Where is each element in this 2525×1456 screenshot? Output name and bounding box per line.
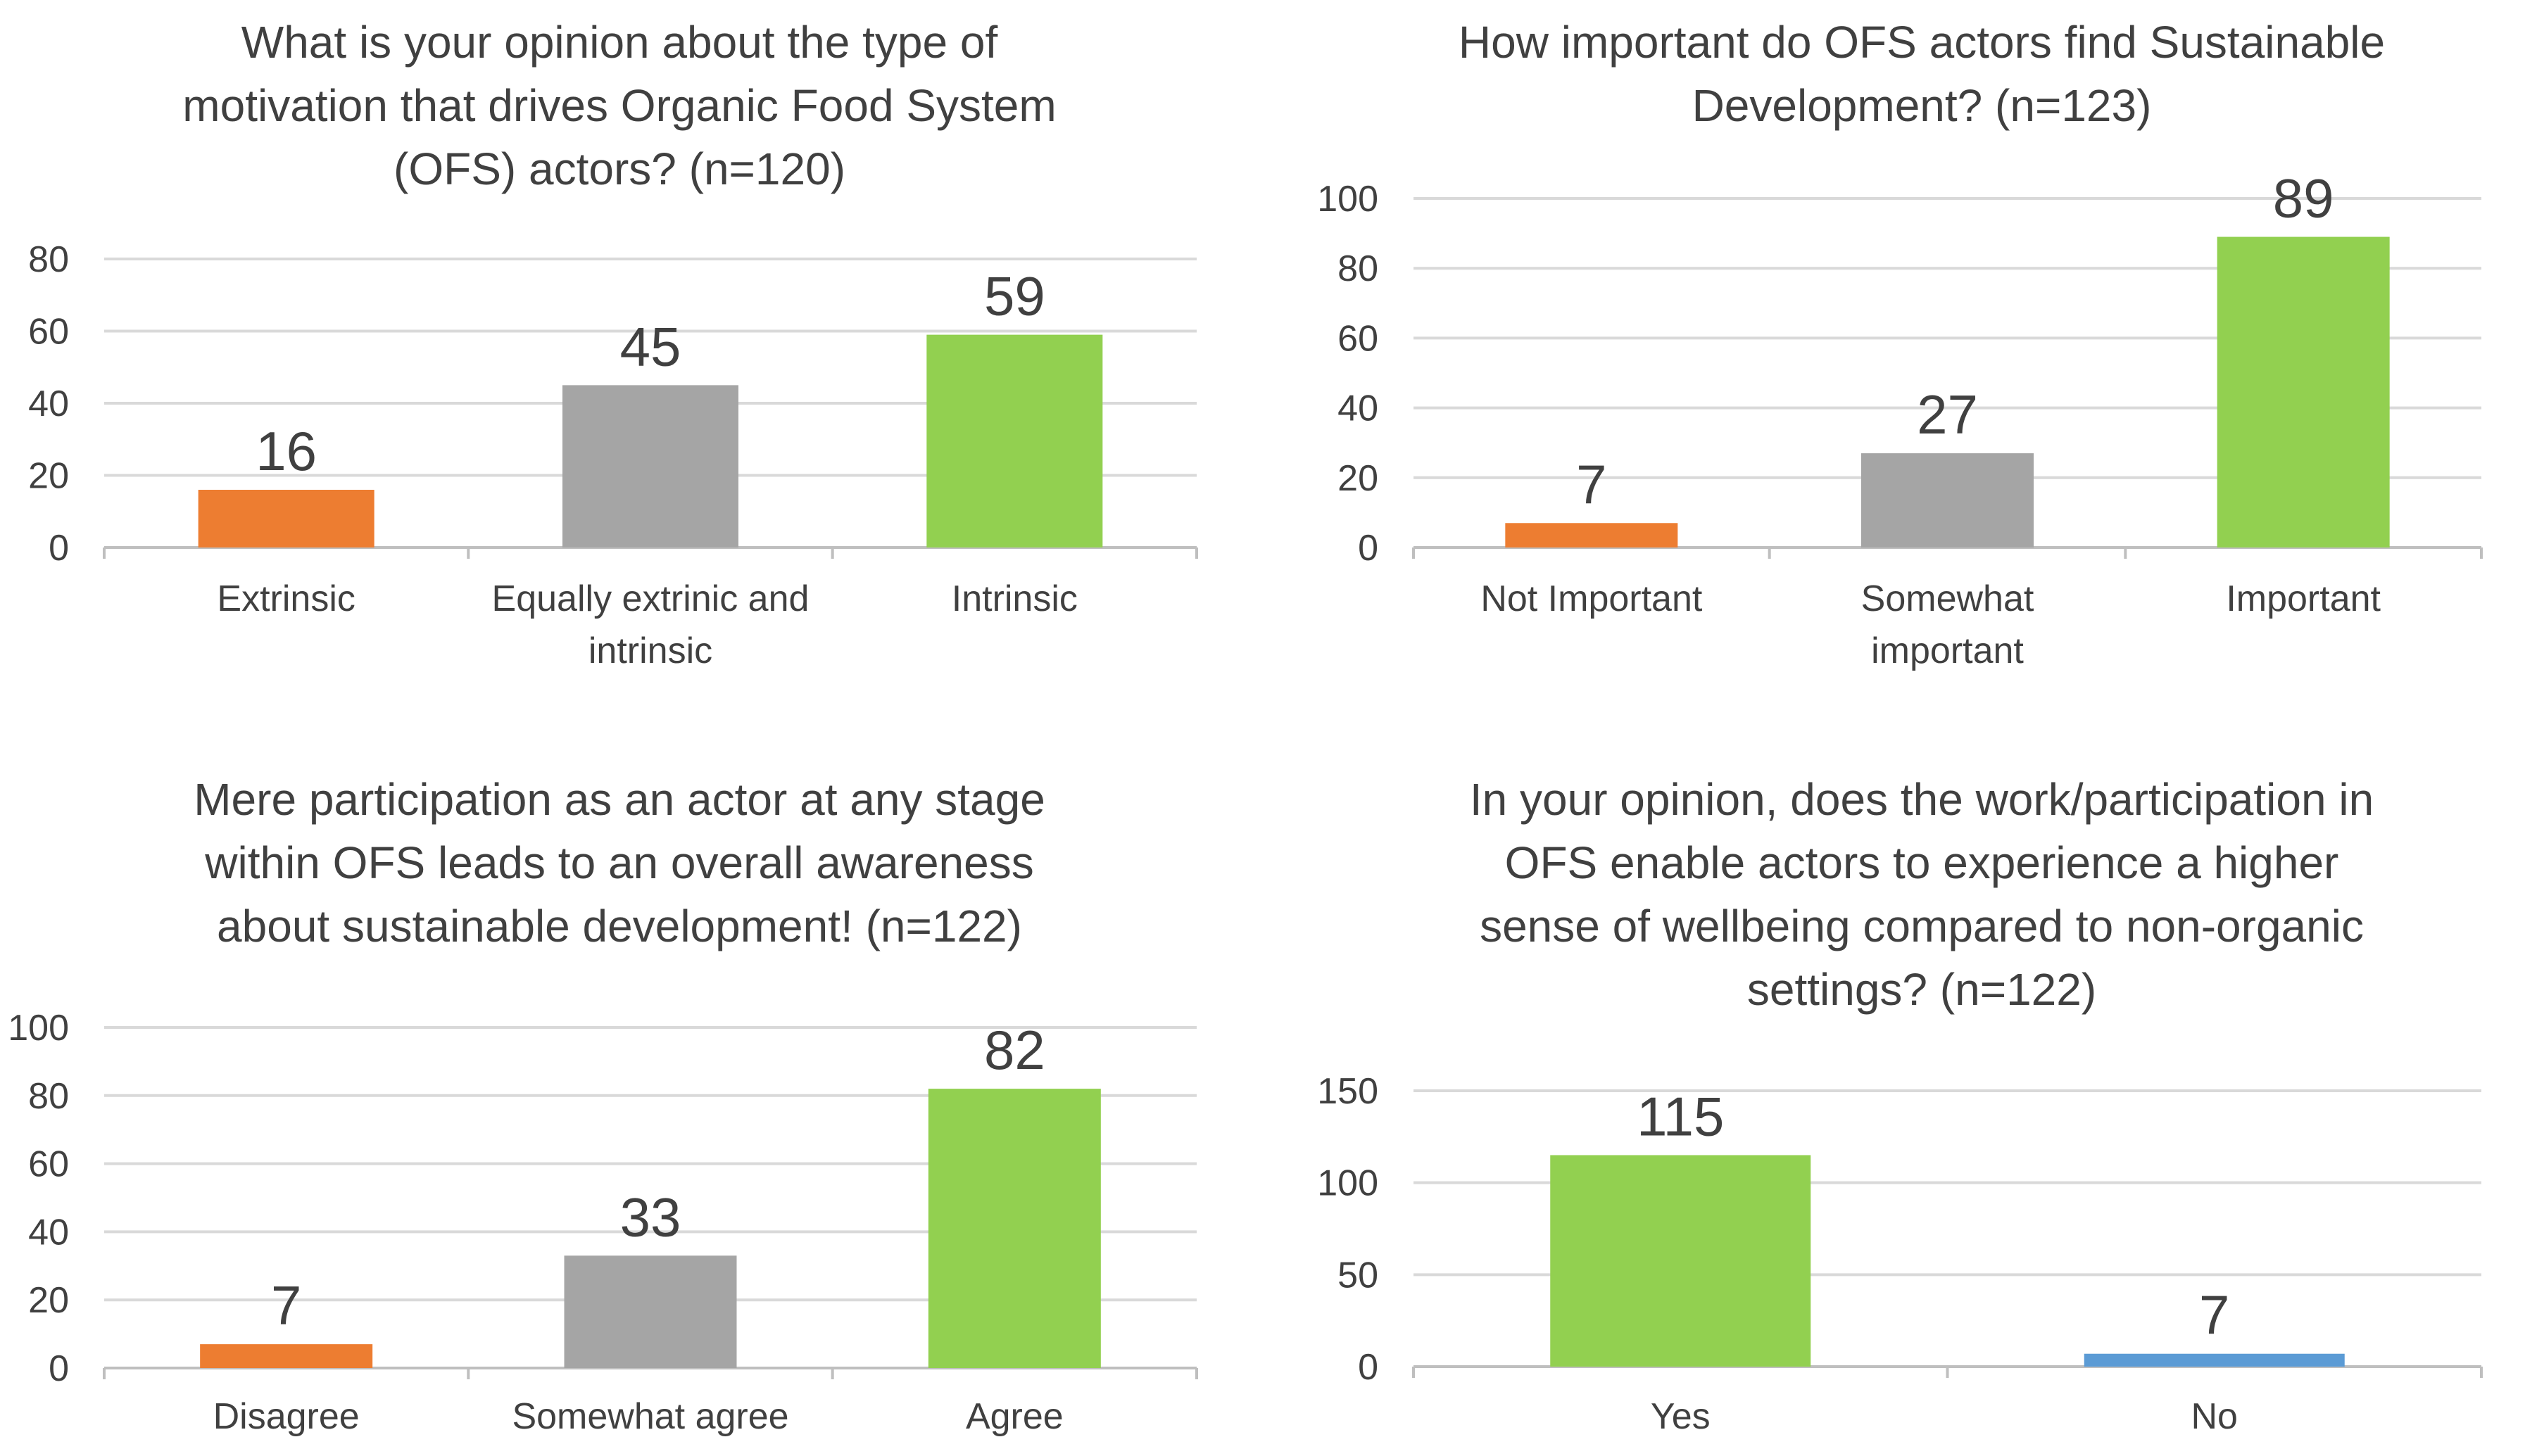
x-category-label: Not Important xyxy=(1480,578,1703,619)
data-label: 59 xyxy=(984,265,1045,327)
y-tick-label: 150 xyxy=(1317,1071,1378,1112)
y-tick-label: 60 xyxy=(28,1144,69,1185)
y-tick-label: 20 xyxy=(1337,458,1378,499)
x-category-label: Equally extrinic and xyxy=(492,578,810,619)
x-category-label: Yes xyxy=(1651,1396,1711,1437)
chart-title-line: (OFS) actors? (n=120) xyxy=(393,144,845,194)
chart-motivation-type: What is your opinion about the type of mo… xyxy=(28,17,1198,671)
bar xyxy=(2217,236,2390,547)
data-label: 7 xyxy=(2199,1284,2229,1346)
y-tick-label: 0 xyxy=(1358,1347,1378,1388)
chart-title-line: Development? (n=123) xyxy=(1692,80,2152,131)
y-tick-label: 100 xyxy=(1317,1163,1378,1204)
y-tick-label: 80 xyxy=(28,239,69,280)
data-label: 16 xyxy=(256,420,317,482)
bar xyxy=(1861,453,2034,547)
chart-title-line: within OFS leads to an overall awareness xyxy=(204,837,1033,888)
chart-wellbeing: In your opinion, does the work/participa… xyxy=(1317,774,2483,1437)
x-category-label: Important xyxy=(2226,578,2381,619)
data-label: 45 xyxy=(620,315,681,377)
y-tick-label: 0 xyxy=(49,528,69,569)
y-tick-label: 0 xyxy=(1358,528,1378,569)
y-tick-label: 0 xyxy=(49,1348,69,1389)
bar xyxy=(2084,1353,2345,1367)
y-tick-label: 40 xyxy=(1337,388,1378,429)
data-label: 7 xyxy=(271,1274,301,1336)
x-category-label: Intrinsic xyxy=(952,578,1078,619)
y-tick-label: 40 xyxy=(28,384,69,424)
x-category-label: intrinsic xyxy=(588,631,712,671)
y-tick-label: 50 xyxy=(1337,1255,1378,1296)
chart-title-line: OFS enable actors to experience a higher xyxy=(1505,837,2339,888)
data-label: 27 xyxy=(1917,384,1978,445)
y-tick-label: 20 xyxy=(28,1280,69,1321)
bar xyxy=(564,1255,737,1368)
chart-title-line: How important do OFS actors find Sustain… xyxy=(1459,17,2385,68)
y-tick-label: 80 xyxy=(28,1076,69,1117)
x-category-label: No xyxy=(2191,1396,2238,1437)
chart-title-line: Mere participation as an actor at any st… xyxy=(194,774,1045,825)
chart-title-line: In your opinion, does the work/participa… xyxy=(1470,774,2374,825)
bar xyxy=(1550,1155,1811,1367)
x-category-label: Disagree xyxy=(213,1396,360,1437)
x-category-label: important xyxy=(1871,631,2024,671)
data-label: 82 xyxy=(984,1019,1045,1081)
data-label: 89 xyxy=(2273,167,2334,229)
y-tick-label: 100 xyxy=(8,1008,69,1049)
bar xyxy=(928,1089,1101,1368)
chart-title-line: What is your opinion about the type of xyxy=(241,17,998,68)
chart-sustainable-development-importance: How important do OFS actors find Sustain… xyxy=(1317,17,2483,671)
y-tick-label: 80 xyxy=(1337,248,1378,289)
x-category-label: Somewhat agree xyxy=(512,1396,788,1437)
chart-title-line: about sustainable development! (n=122) xyxy=(217,901,1022,951)
bar xyxy=(198,490,374,547)
y-tick-label: 60 xyxy=(28,312,69,353)
data-label: 7 xyxy=(1576,453,1606,515)
bar xyxy=(200,1344,373,1368)
x-category-label: Somewhat xyxy=(1861,578,2034,619)
x-category-label: Agree xyxy=(966,1396,1064,1437)
bar xyxy=(926,334,1103,547)
data-label: 115 xyxy=(1637,1085,1724,1147)
chart-title-line: sense of wellbeing compared to non-organ… xyxy=(1480,901,2364,951)
chart-title-line: settings? (n=122) xyxy=(1747,964,2096,1015)
bar xyxy=(1505,523,1678,547)
y-tick-label: 40 xyxy=(28,1212,69,1253)
data-label: 33 xyxy=(620,1186,681,1248)
chart-title-line: motivation that drives Organic Food Syst… xyxy=(182,80,1056,131)
chart-awareness-participation: Mere participation as an actor at any st… xyxy=(8,774,1198,1437)
y-tick-label: 100 xyxy=(1317,179,1378,220)
bar xyxy=(562,385,738,547)
y-tick-label: 60 xyxy=(1337,318,1378,359)
x-category-label: Extrinsic xyxy=(217,578,355,619)
y-tick-label: 20 xyxy=(28,456,69,497)
